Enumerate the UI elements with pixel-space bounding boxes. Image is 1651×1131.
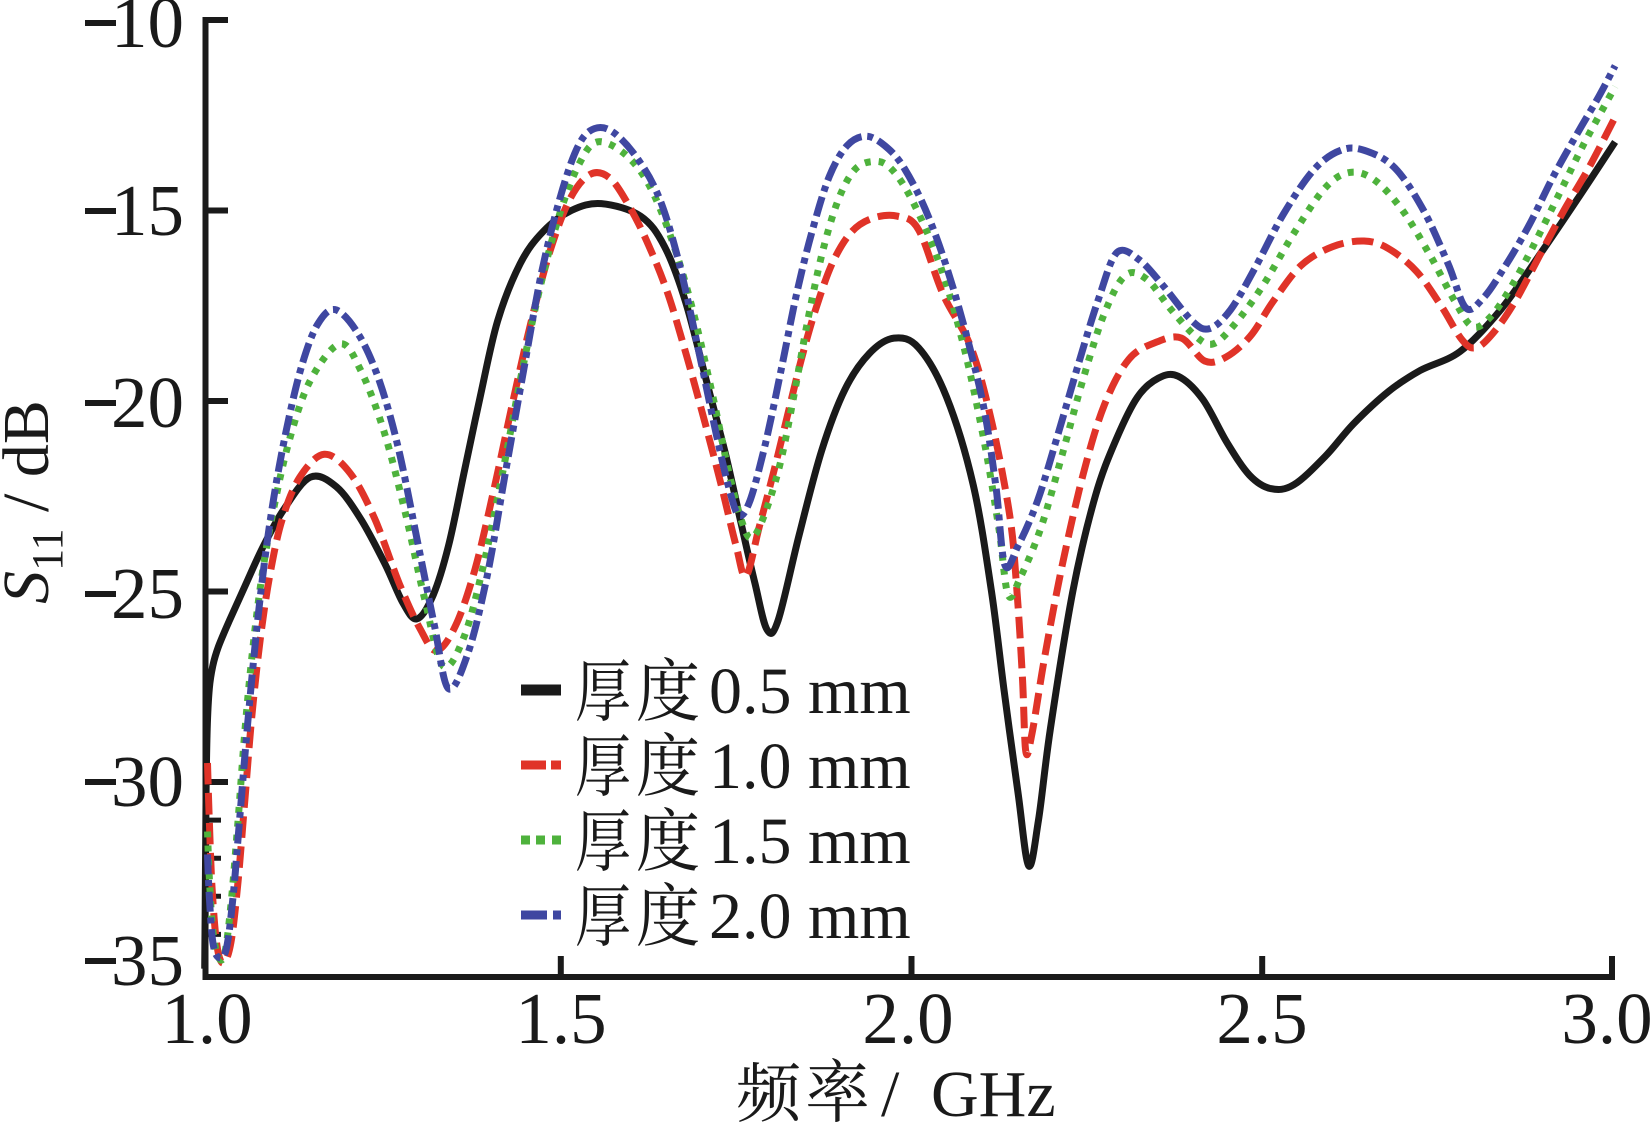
svg-text:15: 15 <box>111 170 184 251</box>
svg-text:0.5 mm: 0.5 mm <box>709 655 911 728</box>
svg-text:1.5: 1.5 <box>515 978 606 1059</box>
svg-text:1.5 mm: 1.5 mm <box>709 805 911 878</box>
svg-text:/: / <box>881 1058 900 1126</box>
svg-text:1.0: 1.0 <box>161 978 252 1059</box>
svg-text:GHz: GHz <box>931 1058 1056 1126</box>
svg-text:30: 30 <box>111 741 184 822</box>
svg-text:25: 25 <box>111 553 184 634</box>
svg-text:3.0: 3.0 <box>1561 978 1651 1059</box>
svg-text:2.5: 2.5 <box>1216 978 1307 1059</box>
svg-text:10: 10 <box>111 0 184 63</box>
svg-text:1.0 mm: 1.0 mm <box>709 730 911 803</box>
svg-text:2.0 mm: 2.0 mm <box>709 880 911 953</box>
svg-text:35: 35 <box>111 920 184 1001</box>
svg-text:20: 20 <box>111 362 184 443</box>
svg-text:S11 / dB: S11 / dB <box>0 400 72 604</box>
svg-text:2.0: 2.0 <box>862 978 953 1059</box>
